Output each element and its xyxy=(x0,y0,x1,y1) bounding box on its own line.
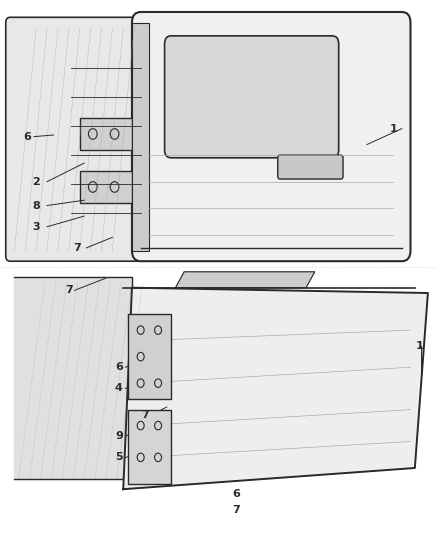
Text: 4: 4 xyxy=(115,383,123,393)
Text: 8: 8 xyxy=(32,200,40,211)
Text: 7: 7 xyxy=(141,410,149,420)
Bar xyxy=(127,410,171,484)
Text: 7: 7 xyxy=(74,243,81,253)
Polygon shape xyxy=(123,288,428,489)
Polygon shape xyxy=(176,272,315,288)
FancyBboxPatch shape xyxy=(165,36,339,158)
Text: 9: 9 xyxy=(115,431,123,441)
Text: 7: 7 xyxy=(65,285,73,295)
Text: 7: 7 xyxy=(233,505,240,515)
Text: 5: 5 xyxy=(115,453,123,463)
Text: 2: 2 xyxy=(32,176,40,187)
Text: 6: 6 xyxy=(233,489,240,499)
Polygon shape xyxy=(14,277,132,479)
Text: 3: 3 xyxy=(32,222,40,232)
Text: 1: 1 xyxy=(415,341,423,351)
Text: 6: 6 xyxy=(24,132,32,142)
Text: 1: 1 xyxy=(389,124,397,134)
Bar xyxy=(127,314,171,399)
FancyBboxPatch shape xyxy=(6,17,145,261)
FancyBboxPatch shape xyxy=(132,12,410,261)
Bar xyxy=(132,22,149,251)
Bar xyxy=(80,171,132,203)
Text: 6: 6 xyxy=(115,362,123,372)
Bar xyxy=(80,118,132,150)
FancyBboxPatch shape xyxy=(278,155,343,179)
